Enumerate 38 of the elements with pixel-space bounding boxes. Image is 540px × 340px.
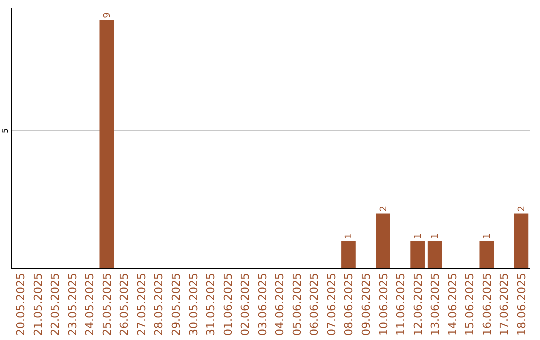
x-tick-label: 08.06.2025: [342, 273, 356, 336]
x-tick-label: 02.06.2025: [239, 273, 252, 336]
x-tick-label: 21.05.2025: [32, 273, 45, 336]
x-tick-label: 01.06.2025: [222, 273, 235, 336]
x-tick-label: 27.05.2025: [135, 273, 148, 336]
data-label: 1: [414, 234, 424, 240]
x-tick-label: 18.06.2025: [515, 273, 528, 336]
x-tick-label: 11.06.2025: [394, 273, 408, 336]
data-label: 1: [482, 234, 493, 240]
x-tick-label: 20.05.2025: [14, 273, 28, 336]
x-tick-label: 30.05.2025: [187, 273, 200, 336]
data-label: 2: [379, 206, 390, 212]
data-label: 1: [344, 234, 355, 240]
x-tick-label: 13.06.2025: [429, 273, 442, 336]
y-tick-label: 5: [1, 128, 10, 134]
x-tick-label: 03.06.2025: [256, 273, 270, 336]
data-label: 1: [431, 234, 442, 240]
x-tick-label: 16.06.2025: [480, 273, 494, 336]
data-label: 9: [102, 12, 113, 18]
x-tick-label: 12.06.2025: [412, 273, 425, 336]
x-tick-label: 05.06.2025: [290, 273, 304, 336]
x-tick-label: 31.05.2025: [204, 273, 218, 336]
x-tick-label: 24.05.2025: [84, 273, 97, 336]
x-tick-label: 09.06.2025: [360, 273, 373, 336]
x-tick-label: 25.05.2025: [100, 273, 114, 336]
x-tick-label: 23.05.2025: [66, 273, 80, 336]
x-tick-label: 28.05.2025: [152, 273, 166, 336]
x-tick-label: 22.05.2025: [49, 273, 62, 336]
x-tick-label: 07.06.2025: [325, 273, 338, 336]
data-label: 2: [517, 206, 528, 212]
x-tick-label: 14.06.2025: [446, 273, 460, 336]
x-tick-label: 29.05.2025: [170, 273, 183, 336]
x-tick-label: 06.06.2025: [308, 273, 322, 336]
x-tick-label: 26.05.2025: [118, 273, 132, 336]
x-tick-label: 15.06.2025: [464, 273, 477, 336]
x-tick-label: 04.06.2025: [274, 273, 287, 336]
x-tick-label: 17.06.2025: [498, 273, 512, 336]
x-tick-label: 10.06.2025: [377, 273, 390, 336]
